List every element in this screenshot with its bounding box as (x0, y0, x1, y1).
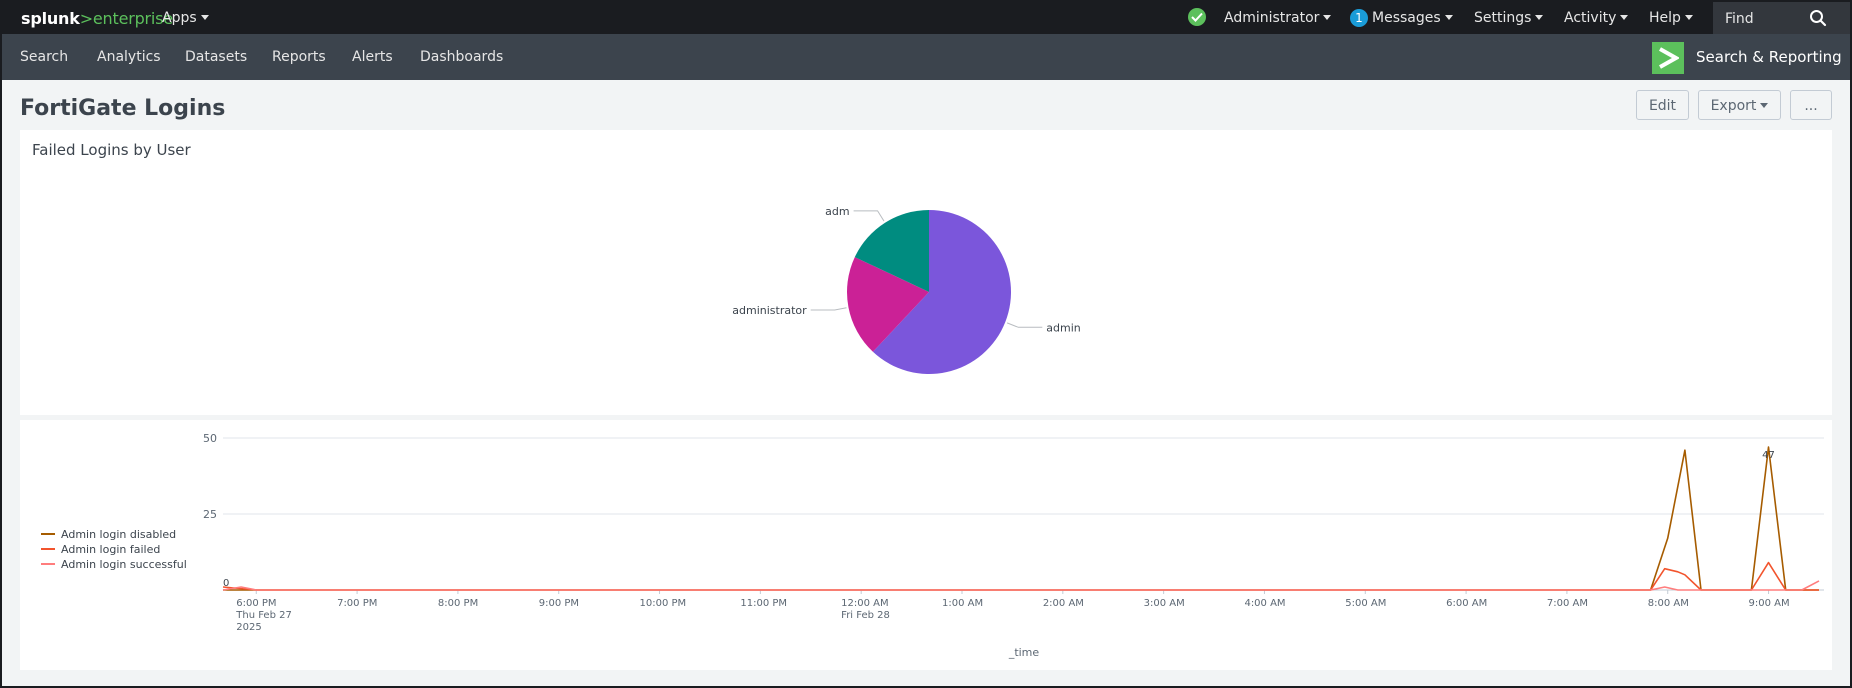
nav-dashboards[interactable]: Dashboards (420, 49, 504, 65)
x-tick-label: 9:00 AM (1749, 598, 1790, 609)
app-name[interactable]: Search & Reporting (1696, 48, 1842, 66)
x-tick-label: 1:00 AM (942, 598, 983, 609)
x-tick-label: 6:00 PM (236, 598, 276, 609)
panel-title: Failed Logins by User (32, 141, 191, 159)
more-actions-button[interactable]: ... (1790, 90, 1832, 120)
activity-label: Activity (1564, 10, 1617, 26)
messages-count-badge: 1 (1350, 9, 1368, 27)
edit-button[interactable]: Edit (1636, 90, 1689, 120)
find-box (1713, 2, 1850, 34)
messages-label: Messages (1372, 10, 1441, 26)
series-line-admin-login-disabled (223, 446, 1819, 591)
nav-analytics[interactable]: Analytics (97, 49, 161, 65)
settings-menu[interactable]: Settings (1474, 10, 1544, 26)
line-panel: 25 50 6:00 PM Thu Feb 27 2025 7:00 PM 8:00 PM 9… (20, 420, 1832, 670)
x-tick-label: 10:00 PM (640, 598, 687, 609)
x-tick-label: 11:00 PM (740, 598, 787, 609)
y-tick-label: 25 (203, 508, 217, 521)
legend-label-admin-login-failed: Admin login failed (61, 543, 160, 556)
x-tick-label: 5:00 AM (1345, 598, 1386, 609)
y-tick-label: 50 (203, 432, 217, 445)
pie-chart: admin administrator adm (732, 205, 1081, 374)
series-line-admin-login-failed (222, 561, 1819, 591)
x-tick-label: 2025 (236, 622, 261, 633)
x-tick-label: 12:00 AM (841, 598, 888, 609)
top-bar: splunk>enterprise Apps Administrator 1 Me… (2, 2, 1850, 34)
user-label: Administrator (1224, 10, 1320, 26)
chevron-down-icon (1620, 14, 1629, 20)
search-icon[interactable] (1809, 9, 1827, 31)
data-label: 0 (223, 578, 229, 589)
pie-label-administrator: administrator (732, 304, 807, 317)
app-logo-icon[interactable] (1652, 42, 1684, 74)
apps-label: Apps (162, 10, 197, 26)
messages-menu[interactable]: 1 Messages (1350, 9, 1453, 27)
logo-gt: > (79, 9, 93, 28)
splunk-logo[interactable]: splunk>enterprise (21, 9, 173, 28)
x-tick-label: 4:00 AM (1244, 598, 1285, 609)
export-button[interactable]: Export (1698, 90, 1781, 120)
apps-menu[interactable]: Apps (162, 10, 209, 26)
logo-enterprise: enterprise (92, 9, 173, 28)
chevron-down-icon (200, 14, 209, 20)
x-tick-label: 7:00 AM (1547, 598, 1588, 609)
x-tick-label: Thu Feb 27 (235, 610, 292, 621)
x-tick-label: 2:00 AM (1043, 598, 1084, 609)
page-title: FortiGate Logins (20, 96, 226, 121)
x-tick-label: 8:00 PM (438, 598, 478, 609)
user-menu[interactable]: Administrator (1224, 10, 1332, 26)
x-tick-label: 7:00 PM (337, 598, 377, 609)
legend-label-admin-login-successful: Admin login successful (61, 558, 187, 571)
activity-menu[interactable]: Activity (1564, 10, 1629, 26)
pie-leader-line (810, 307, 847, 311)
nav-reports[interactable]: Reports (272, 49, 326, 65)
app-bar: Search Analytics Datasets Reports Alerts… (2, 34, 1850, 80)
pie-label-adm: adm (825, 205, 849, 218)
settings-label: Settings (1474, 10, 1532, 26)
nav-alerts[interactable]: Alerts (352, 49, 393, 65)
x-tick-label: Fri Feb 28 (841, 610, 890, 621)
find-input[interactable] (1723, 9, 1817, 29)
pie-panel: Failed Logins by User admin administrator… (20, 130, 1832, 415)
series-line-admin-login-successful (222, 580, 1820, 591)
health-ok-icon[interactable] (1188, 8, 1206, 26)
help-label: Help (1649, 10, 1681, 26)
chevron-down-icon (1760, 102, 1769, 108)
legend-label-admin-login-disabled: Admin login disabled (61, 528, 176, 541)
x-tick-label: 9:00 PM (539, 598, 579, 609)
logo-splunk: splunk (21, 9, 80, 28)
chevron-down-icon (1323, 14, 1332, 20)
pie-leader-line (1006, 322, 1043, 328)
data-label: 47 (1762, 450, 1775, 461)
nav-datasets[interactable]: Datasets (185, 49, 248, 65)
x-tick-label: 3:00 AM (1144, 598, 1185, 609)
x-axis-title: _time (1008, 646, 1040, 659)
chevron-down-icon (1684, 14, 1693, 20)
x-tick-label: 8:00 AM (1648, 598, 1689, 609)
x-tick-label: 6:00 AM (1446, 598, 1487, 609)
export-label: Export (1710, 98, 1757, 114)
pie-label-admin: admin (1046, 321, 1080, 334)
chevron-down-icon (1444, 14, 1453, 20)
pie-slice-adm (854, 210, 929, 292)
pie-slice-administrator (847, 257, 929, 352)
help-menu[interactable]: Help (1649, 10, 1693, 26)
pie-slice-admin (872, 210, 1012, 374)
nav-search[interactable]: Search (20, 49, 69, 65)
pie-leader-line (853, 210, 885, 222)
chevron-down-icon (1535, 14, 1544, 20)
